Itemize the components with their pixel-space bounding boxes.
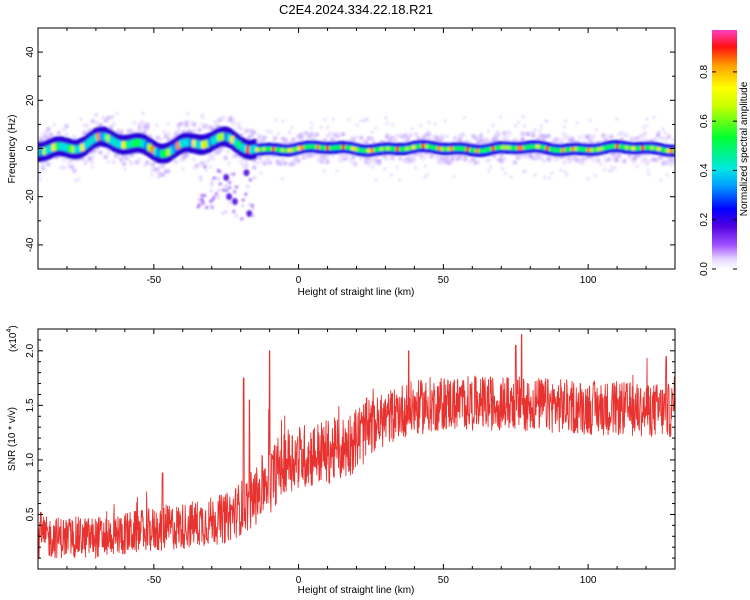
snr-x-tick-label: 0 (296, 575, 302, 586)
snr-y-multiplier-exp: 4 (6, 329, 13, 333)
snr-y-tick-label: 0.5 (25, 507, 36, 521)
spectrogram-y-ticks: -40 -20 0 20 40 (25, 27, 675, 270)
snr-y-ticks: 0.5 1.0 1.5 2.0 (25, 339, 675, 559)
snr-y-tick-label: 1.5 (25, 398, 36, 412)
colorbar-gradient (712, 30, 737, 269)
snr-x-tick-label: 100 (580, 575, 597, 586)
spectrogram-x-tick-label: 50 (438, 275, 450, 286)
chart-title: C2E4.2024.334.22.18.R21 (279, 2, 433, 17)
spectrogram-y-tick-label: 20 (25, 94, 36, 106)
colorbar-tick-label: 0.0 (699, 262, 710, 276)
spectrogram-y-tick-label: -20 (25, 189, 36, 204)
snr-x-label: Height of straight line (km) (298, 585, 415, 596)
colorbar-tick-label: 0.4 (699, 163, 710, 177)
snr-panel: -50 0 50 100 0.5 1.0 1.5 2.0 Height of straigh… (6, 325, 676, 596)
colorbar-label: Normalized spectral amplitude (739, 81, 750, 216)
snr-y-multiplier-close: ) (8, 325, 19, 328)
snr-y-multiplier: (x104) (6, 325, 19, 352)
spectrogram-x-tick-label: -50 (147, 275, 162, 286)
snr-x-tick-label: 50 (438, 575, 450, 586)
spectrogram-x-tick-label: 100 (580, 275, 597, 286)
colorbar-tick-label: 0.8 (699, 64, 710, 78)
spectrogram-panel: -50 0 50 100 -40 -20 0 20 40 Height of straight… (7, 27, 676, 298)
colorbar: 0.0 0.2 0.4 0.6 0.8 Normalized spectral ampl… (699, 30, 750, 276)
spectrogram-y-tick-label: -40 (25, 237, 36, 252)
spectrogram-y-label: Frequency (Hz) (7, 115, 18, 184)
spectrogram-heat (38, 111, 675, 221)
snr-x-tick-label: -50 (147, 575, 162, 586)
snr-y-tick-label: 1.0 (25, 453, 36, 467)
snr-y-label: SNR (10 * v/v) (7, 407, 18, 471)
colorbar-ticks: 0.0 0.2 0.4 0.6 0.8 (699, 64, 737, 276)
spectrogram-y-tick-label: 0 (25, 145, 36, 151)
spectrogram-x-label: Height of straight line (km) (298, 287, 415, 298)
snr-series-line (38, 334, 675, 559)
spectrogram-x-tick-label: 0 (296, 275, 302, 286)
snr-y-multiplier-base: (x10 (8, 332, 19, 352)
snr-x-ticks: -50 0 50 100 (37, 329, 676, 586)
colorbar-tick-label: 0.6 (699, 114, 710, 128)
colorbar-tick-label: 0.2 (699, 212, 710, 226)
snr-y-tick-label: 2.0 (25, 343, 36, 357)
spectrogram-y-tick-label: 40 (25, 46, 36, 58)
svg-text:(x104): (x104) (6, 325, 19, 352)
